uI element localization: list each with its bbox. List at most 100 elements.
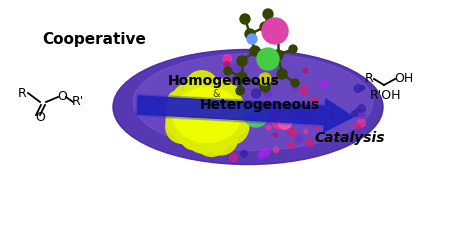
Circle shape	[289, 45, 297, 53]
Circle shape	[310, 97, 317, 104]
Circle shape	[273, 32, 283, 42]
Circle shape	[298, 113, 302, 117]
Ellipse shape	[133, 54, 373, 150]
Circle shape	[261, 148, 270, 156]
Circle shape	[235, 74, 242, 81]
Circle shape	[223, 55, 232, 63]
Circle shape	[181, 126, 205, 150]
Circle shape	[236, 81, 241, 86]
Circle shape	[273, 147, 279, 153]
Circle shape	[185, 118, 221, 153]
Circle shape	[315, 124, 320, 129]
Circle shape	[304, 69, 308, 73]
Circle shape	[241, 150, 247, 157]
Circle shape	[212, 79, 233, 100]
FancyArrow shape	[136, 94, 354, 133]
Circle shape	[165, 99, 183, 117]
Circle shape	[240, 74, 247, 81]
FancyArrow shape	[137, 96, 353, 131]
Circle shape	[287, 129, 294, 136]
Circle shape	[351, 111, 357, 117]
Text: R': R'	[72, 95, 84, 108]
Circle shape	[304, 129, 308, 133]
Circle shape	[259, 102, 265, 109]
Circle shape	[219, 96, 246, 123]
Circle shape	[224, 67, 232, 75]
Circle shape	[238, 58, 245, 65]
Circle shape	[298, 102, 302, 107]
Circle shape	[259, 73, 271, 85]
Circle shape	[219, 133, 224, 137]
Circle shape	[209, 89, 243, 123]
Text: R'OH: R'OH	[370, 89, 401, 102]
Circle shape	[228, 141, 232, 145]
Circle shape	[194, 121, 229, 156]
Circle shape	[237, 72, 247, 82]
Circle shape	[300, 86, 308, 95]
Text: OH: OH	[394, 72, 413, 85]
Circle shape	[355, 123, 361, 129]
Circle shape	[166, 111, 199, 143]
Circle shape	[320, 80, 328, 88]
Circle shape	[260, 22, 270, 32]
Circle shape	[331, 113, 337, 119]
Circle shape	[290, 129, 298, 137]
Text: &: &	[212, 89, 219, 99]
Text: R: R	[365, 72, 374, 85]
Circle shape	[360, 85, 365, 90]
Text: Heterogeneous: Heterogeneous	[200, 98, 320, 112]
Circle shape	[205, 122, 237, 155]
Text: Homogeneous: Homogeneous	[168, 74, 280, 88]
Circle shape	[229, 153, 237, 162]
Circle shape	[260, 82, 270, 92]
Circle shape	[237, 86, 245, 94]
Circle shape	[173, 84, 200, 111]
Circle shape	[240, 14, 250, 24]
Circle shape	[244, 103, 268, 127]
Circle shape	[338, 116, 342, 119]
Circle shape	[224, 61, 230, 67]
Circle shape	[221, 85, 240, 104]
Circle shape	[306, 139, 314, 146]
Circle shape	[166, 106, 196, 136]
Circle shape	[185, 71, 219, 104]
Circle shape	[247, 34, 257, 44]
Circle shape	[263, 9, 273, 19]
Ellipse shape	[270, 105, 294, 129]
Circle shape	[219, 84, 227, 92]
Circle shape	[229, 154, 238, 162]
Circle shape	[236, 87, 244, 95]
Circle shape	[277, 69, 287, 79]
Text: Catalysis: Catalysis	[315, 131, 385, 145]
Circle shape	[237, 75, 244, 81]
Circle shape	[290, 107, 297, 114]
Circle shape	[312, 103, 318, 108]
Text: O: O	[57, 90, 67, 103]
Circle shape	[354, 85, 362, 92]
Circle shape	[184, 86, 211, 114]
Circle shape	[303, 104, 307, 107]
Circle shape	[260, 108, 266, 115]
Text: R: R	[18, 87, 27, 100]
Circle shape	[257, 48, 279, 70]
Circle shape	[226, 86, 230, 90]
Circle shape	[213, 109, 249, 145]
Circle shape	[174, 114, 205, 146]
Circle shape	[239, 120, 244, 125]
Circle shape	[248, 107, 256, 115]
Circle shape	[273, 133, 277, 137]
Circle shape	[252, 89, 261, 98]
Circle shape	[168, 91, 189, 112]
Circle shape	[173, 105, 193, 125]
Circle shape	[264, 91, 272, 97]
Circle shape	[292, 150, 296, 154]
Circle shape	[357, 119, 365, 127]
Circle shape	[262, 18, 288, 44]
Ellipse shape	[173, 87, 241, 142]
Circle shape	[308, 112, 314, 118]
Circle shape	[306, 117, 312, 124]
Text: Cooperative: Cooperative	[42, 32, 146, 47]
Circle shape	[216, 99, 247, 131]
Circle shape	[225, 58, 229, 62]
Circle shape	[296, 135, 302, 142]
